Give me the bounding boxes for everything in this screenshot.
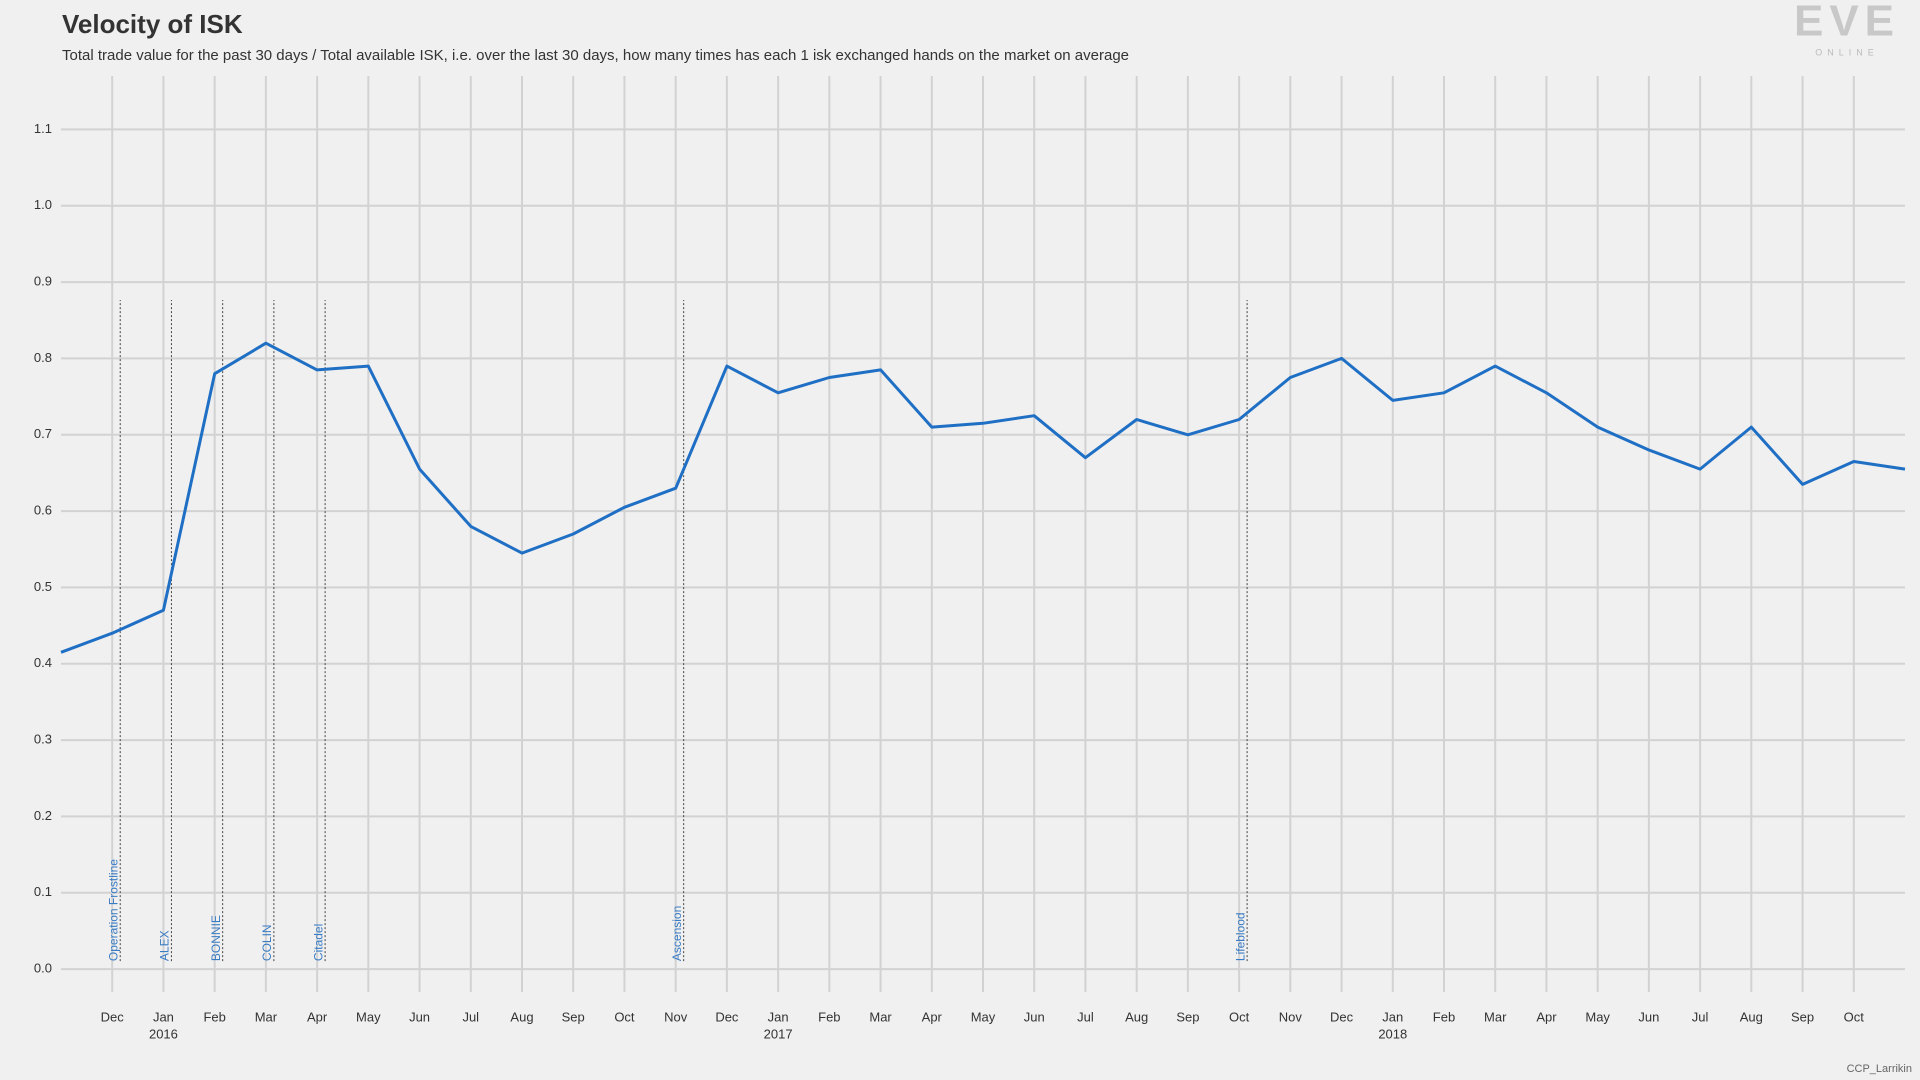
x-tick-label: Nov: [664, 1009, 688, 1024]
x-tick-label: Jan: [768, 1009, 789, 1024]
x-tick-label: Apr: [1536, 1009, 1557, 1024]
y-tick-label: 0.2: [34, 808, 52, 823]
x-tick-label: Feb: [818, 1009, 840, 1024]
x-tick-label: Nov: [1279, 1009, 1303, 1024]
x-tick-label: Apr: [307, 1009, 328, 1024]
x-tick-label: Oct: [1844, 1009, 1865, 1024]
event-label: Operation Frostline: [106, 859, 120, 961]
x-tick-label: Dec: [1330, 1009, 1354, 1024]
logo: EVE: [1794, 0, 1900, 46]
x-tick-label: Apr: [922, 1009, 943, 1024]
y-tick-label: 0.7: [34, 426, 52, 441]
x-tick-label: Oct: [1229, 1009, 1250, 1024]
x-tick-label: Jun: [409, 1009, 430, 1024]
event-label: Citadel: [311, 924, 325, 961]
event-label: BONNIE: [209, 915, 223, 961]
x-tick-label: Jul: [462, 1009, 479, 1024]
y-tick-label: 0.1: [34, 884, 52, 899]
y-tick-label: 0.8: [34, 350, 52, 365]
event-label: Ascension: [670, 906, 684, 961]
x-tick-label: Jan: [1382, 1009, 1403, 1024]
x-tick-label: Mar: [869, 1009, 892, 1024]
x-tick-label: Dec: [715, 1009, 739, 1024]
x-tick-label: Jul: [1077, 1009, 1094, 1024]
event-label: Lifeblood: [1233, 912, 1247, 961]
x-tick-label: Aug: [510, 1009, 533, 1024]
x-tick-label: Aug: [1125, 1009, 1148, 1024]
x-tick-label: Feb: [1433, 1009, 1455, 1024]
event-label: COLIN: [260, 924, 274, 961]
x-tick-label: Jun: [1638, 1009, 1659, 1024]
y-tick-label: 1.0: [34, 197, 52, 212]
x-tick-label: Sep: [562, 1009, 585, 1024]
y-tick-label: 0.5: [34, 579, 52, 594]
chart-subtitle: Total trade value for the past 30 days /…: [62, 47, 1129, 64]
x-year-label: 2017: [764, 1026, 793, 1041]
event-label: ALEX: [158, 930, 172, 961]
x-tick-label: Mar: [255, 1009, 278, 1024]
x-tick-label: Jan: [153, 1009, 174, 1024]
x-tick-label: Jul: [1692, 1009, 1709, 1024]
x-tick-label: Feb: [203, 1009, 225, 1024]
chart-title: Velocity of ISK: [62, 9, 243, 39]
x-tick-label: Jun: [1024, 1009, 1045, 1024]
x-year-label: 2016: [149, 1026, 178, 1041]
y-tick-label: 0.6: [34, 503, 52, 518]
x-tick-label: May: [971, 1009, 996, 1024]
credit: CCP_Larrikin: [1847, 1063, 1912, 1075]
x-tick-label: Sep: [1176, 1009, 1199, 1024]
x-tick-label: Sep: [1791, 1009, 1814, 1024]
x-tick-label: Oct: [614, 1009, 635, 1024]
y-tick-label: 0.0: [34, 961, 52, 976]
x-year-label: 2018: [1378, 1026, 1407, 1041]
x-tick-label: May: [1585, 1009, 1610, 1024]
x-tick-label: Mar: [1484, 1009, 1507, 1024]
x-tick-label: Dec: [101, 1009, 125, 1024]
x-tick-label: Aug: [1740, 1009, 1763, 1024]
y-tick-label: 1.1: [34, 121, 52, 136]
y-tick-label: 0.4: [34, 655, 52, 670]
logo-sub: ONLINE: [1815, 47, 1879, 57]
y-tick-label: 0.3: [34, 732, 52, 747]
y-tick-label: 0.9: [34, 274, 52, 289]
x-tick-label: May: [356, 1009, 381, 1024]
data-line: [60, 341, 1906, 654]
